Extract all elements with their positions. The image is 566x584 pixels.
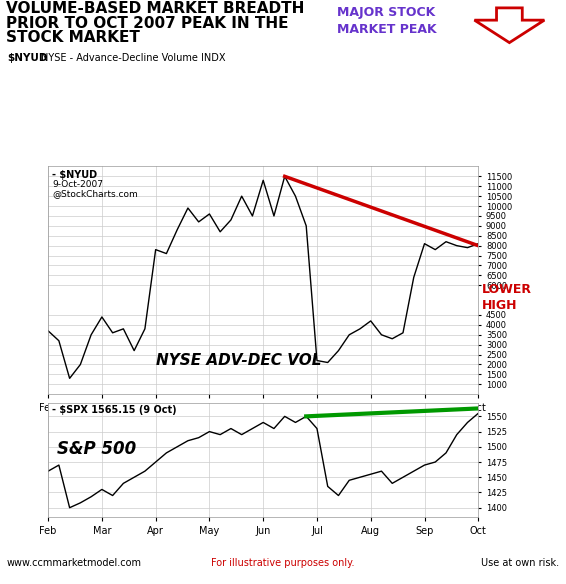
Text: For illustrative purposes only.: For illustrative purposes only. [211,558,355,568]
Text: $NYUD: $NYUD [7,53,48,62]
Text: Use at own risk.: Use at own risk. [481,558,559,568]
Text: MAJOR STOCK
MARKET PEAK: MAJOR STOCK MARKET PEAK [337,6,436,36]
Text: - $NYUD: - $NYUD [53,170,97,180]
FancyArrow shape [474,8,544,43]
Text: NYSE ADV-DEC VOL: NYSE ADV-DEC VOL [156,353,321,367]
Text: 9-Oct-2007: 9-Oct-2007 [53,180,104,189]
Text: @StockCharts.com: @StockCharts.com [53,189,138,198]
Text: S&P 500: S&P 500 [57,440,136,458]
Text: VOLUME-BASED MARKET BREADTH: VOLUME-BASED MARKET BREADTH [6,1,304,16]
Text: PRIOR TO OCT 2007 PEAK IN THE: PRIOR TO OCT 2007 PEAK IN THE [6,16,288,31]
Text: - $SPX 1565.15 (9 Oct): - $SPX 1565.15 (9 Oct) [53,405,177,415]
Text: NYSE - Advance-Decline Volume INDX: NYSE - Advance-Decline Volume INDX [41,53,225,62]
Text: www.ccmmarketmodel.com: www.ccmmarketmodel.com [7,558,142,568]
Text: LOWER
HIGH: LOWER HIGH [482,283,532,312]
Text: STOCK MARKET: STOCK MARKET [6,30,140,46]
